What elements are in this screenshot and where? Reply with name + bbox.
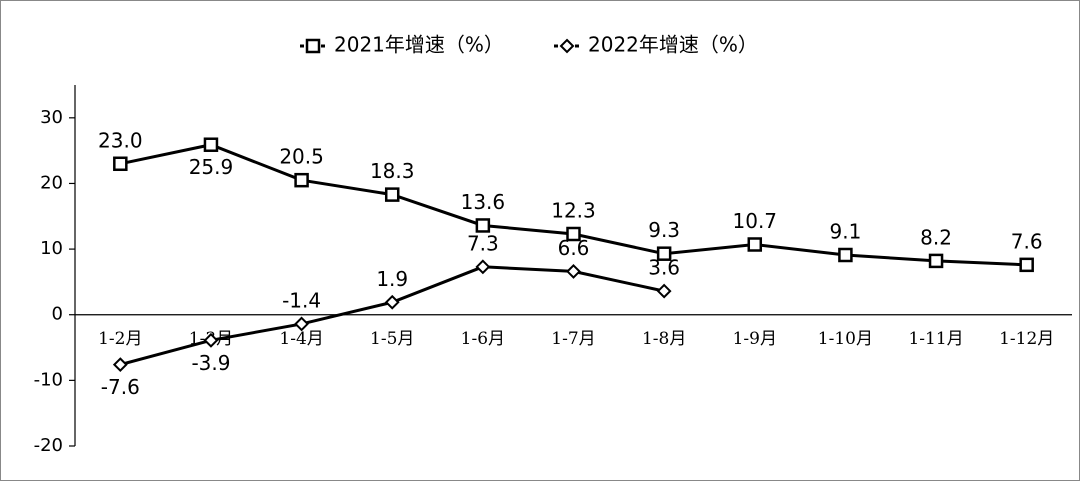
data-label: 7.3 (467, 231, 499, 255)
x-tick-label: 1-7月 (551, 329, 595, 349)
x-tick-label: 1-6月 (461, 329, 505, 349)
data-point (475, 259, 491, 275)
data-label: 13.6 (461, 190, 506, 214)
y-tick-label: 30 (40, 107, 63, 128)
y-tick-label: 10 (40, 238, 63, 259)
data-point (838, 247, 853, 263)
x-tick-label: 1-11月 (908, 329, 963, 349)
data-label: 23.0 (98, 128, 143, 152)
x-tick-label: 1-4月 (279, 329, 323, 349)
data-label: 10.7 (733, 209, 778, 233)
data-label: 6.6 (558, 236, 590, 260)
data-point (112, 357, 128, 373)
legend-label: 2021年增速（%） (334, 33, 504, 57)
data-label: 9.3 (648, 218, 680, 242)
data-label: 8.2 (920, 225, 952, 249)
data-point (747, 237, 763, 252)
y-tick-label: -20 (34, 435, 63, 456)
data-label: -1.4 (282, 288, 321, 312)
data-label: -3.9 (191, 351, 230, 375)
data-point (294, 172, 309, 188)
y-tick-label: 0 (52, 304, 63, 325)
data-label: 9.1 (830, 219, 862, 243)
data-label: 3.6 (648, 256, 680, 280)
data-point (384, 294, 400, 310)
data-point (475, 218, 491, 233)
data-label: -7.6 (101, 375, 140, 399)
data-point (656, 283, 672, 299)
data-point (113, 156, 128, 172)
legend-marker (305, 38, 321, 54)
x-tick-label: 1-12月 (999, 329, 1054, 349)
data-label: 12.3 (551, 198, 596, 222)
x-tick-label: 1-10月 (818, 329, 873, 349)
data-point (566, 263, 581, 279)
data-point (203, 332, 219, 348)
data-label: 18.3 (370, 159, 415, 183)
data-label: 20.5 (279, 145, 324, 169)
data-point (656, 246, 672, 261)
legend-label: 2022年增速（%） (588, 33, 758, 57)
x-tick-label: 1-5月 (370, 329, 414, 349)
data-point (384, 187, 400, 202)
data-label: 7.6 (1011, 229, 1043, 253)
x-tick-label: 1-8月 (642, 329, 686, 349)
data-point (294, 316, 310, 332)
data-point (928, 253, 944, 269)
data-point (566, 226, 581, 242)
data-point (1019, 257, 1034, 273)
y-tick-label: -10 (34, 369, 63, 390)
data-label: 1.9 (376, 267, 408, 291)
legend-marker (559, 38, 575, 54)
y-tick-label: 20 (40, 172, 63, 193)
x-tick-label: 1-2月 (98, 329, 142, 349)
data-label: 25.9 (189, 155, 234, 179)
x-tick-label: 1-9月 (733, 329, 777, 349)
data-point (203, 137, 219, 152)
